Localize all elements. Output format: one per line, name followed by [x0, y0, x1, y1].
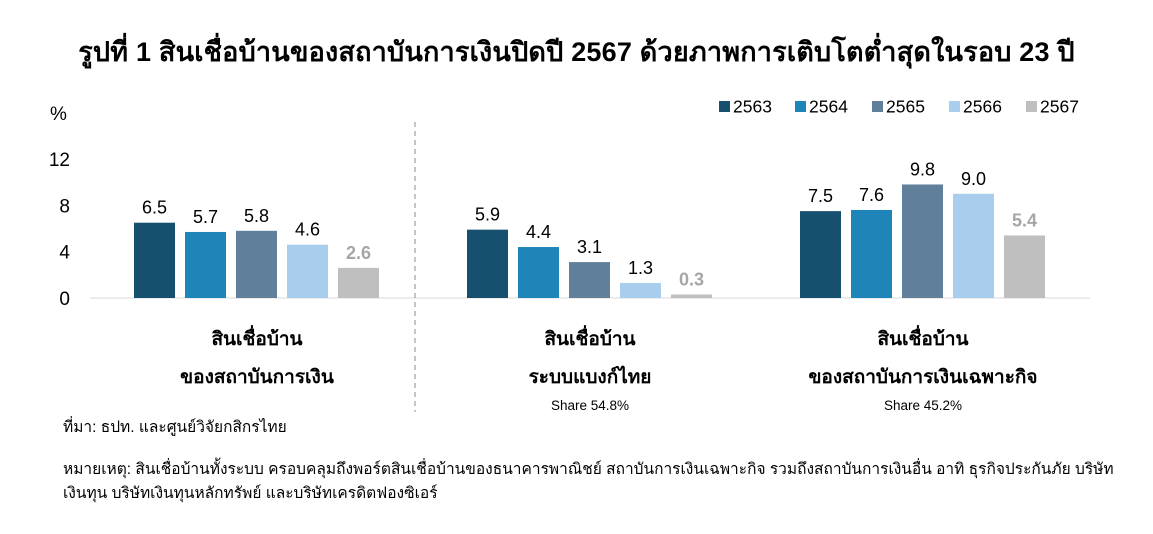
bar-2566-group-2	[620, 282, 661, 298]
legend-swatch-2566	[949, 101, 960, 112]
chart-title: รูปที่ 1 สินเชื่อบ้านของสถาบันการเงินปิด…	[78, 37, 1075, 67]
bar-2563-group-2	[467, 229, 508, 298]
legend-swatch-2567	[1026, 101, 1037, 112]
category-label: สินเชื่อบ้าน	[544, 325, 635, 350]
bar-2564-group-1	[185, 231, 226, 298]
data-label: 7.6	[859, 185, 884, 205]
category-label: สินเชื่อบ้าน	[877, 325, 968, 350]
bar-2564-group-3	[851, 209, 892, 298]
category-label: สินเชื่อบ้าน	[211, 325, 302, 350]
bar-2565-group-2	[569, 262, 610, 298]
data-label: 3.1	[577, 237, 602, 257]
category-share: Share 45.2%	[884, 398, 962, 413]
legend-swatch-2563	[719, 101, 730, 112]
data-label: 4.4	[526, 222, 551, 242]
bar-2565-group-1	[236, 230, 277, 298]
data-label: 4.6	[295, 220, 320, 240]
data-label: 9.8	[910, 159, 935, 179]
data-label: 5.9	[475, 205, 500, 225]
bar-2567-group-3	[1004, 235, 1045, 298]
data-label: 7.5	[808, 186, 833, 206]
source-note: ที่มา: ธปท. และศูนย์วิจัยกสิกรไทย	[63, 419, 287, 436]
legend-swatch-2565	[872, 101, 883, 112]
remark-note: หมายเหตุ: สินเชื่อบ้านทั้งระบบ ครอบคลุมถ…	[63, 461, 1114, 502]
data-label: 1.3	[628, 258, 653, 278]
legend-label: 2563	[733, 97, 772, 117]
y-axis-label: %	[50, 104, 67, 125]
y-tick-label: 0	[59, 289, 70, 310]
bar-2566-group-3	[953, 193, 994, 298]
data-label: 5.7	[193, 207, 218, 227]
data-label: 9.0	[961, 169, 986, 189]
bar-2565-group-3	[902, 184, 943, 298]
legend-swatch-2564	[795, 101, 806, 112]
legend-label: 2566	[963, 97, 1002, 117]
legend-label: 2564	[809, 97, 848, 117]
data-label: 2.6	[346, 243, 371, 263]
category-share: Share 54.8%	[551, 398, 629, 413]
legend-label: 2567	[1040, 97, 1079, 117]
data-label: 5.4	[1012, 210, 1037, 230]
legend-label: 2565	[886, 97, 925, 117]
bar-2567-group-1	[338, 267, 379, 298]
y-tick-label: 12	[49, 150, 70, 171]
category-label: ระบบแบงก์ไทย	[529, 365, 652, 388]
category-label: ของสถาบันการเงิน	[180, 367, 334, 388]
data-label: 6.5	[142, 198, 167, 218]
y-tick-label: 8	[59, 196, 70, 217]
bar-2563-group-3	[800, 211, 841, 298]
bar-2563-group-1	[134, 222, 175, 298]
data-label: 0.3	[679, 270, 704, 290]
y-tick-label: 4	[59, 243, 70, 264]
bar-2564-group-2	[518, 247, 559, 298]
bar-2566-group-1	[287, 244, 328, 298]
bar-2567-group-2	[671, 294, 712, 298]
data-label: 5.8	[244, 206, 269, 226]
category-label: ของสถาบันการเงินเฉพาะกิจ	[808, 367, 1037, 388]
